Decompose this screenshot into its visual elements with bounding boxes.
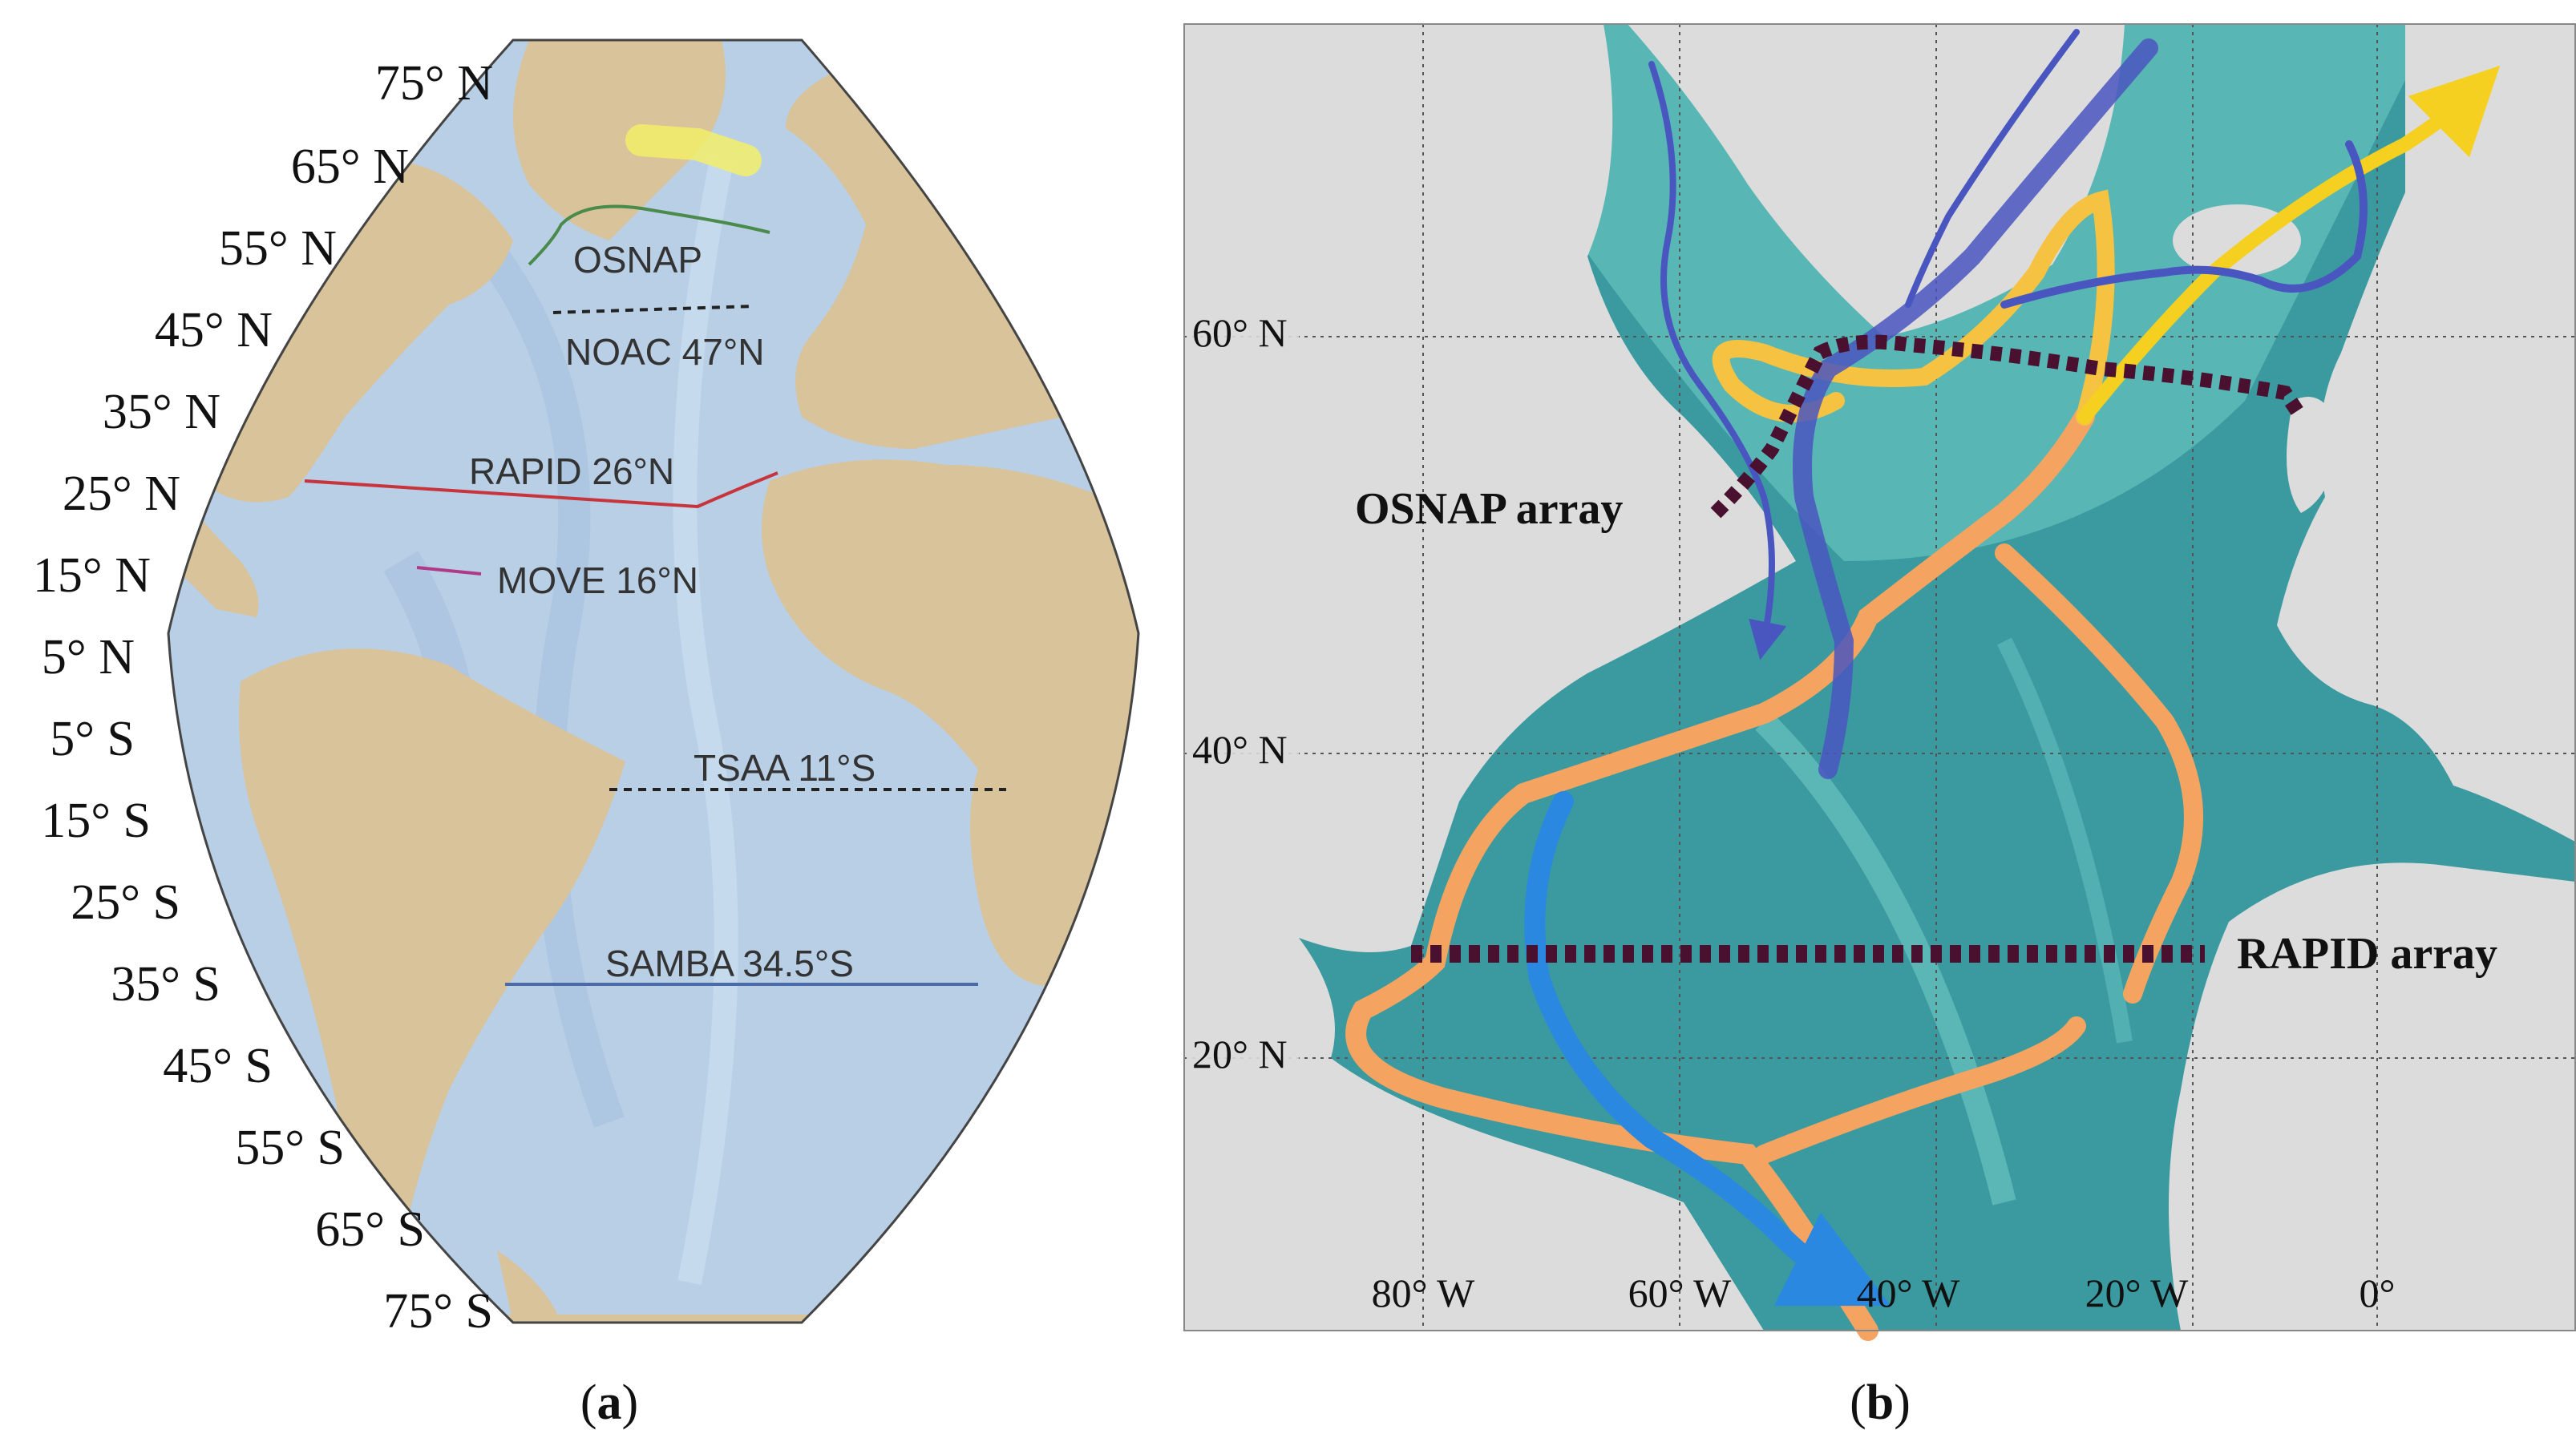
north-america-b [1184, 24, 1796, 952]
greenland-b [1628, 24, 2125, 337]
move-line [416, 566, 482, 576]
lat-label: 5° S [50, 712, 135, 766]
osnap-array-label: OSNAP array [1355, 484, 1623, 534]
samba-label: SAMBA 34.5°S [605, 943, 854, 984]
lon-label-b: 40° W [1857, 1270, 1961, 1315]
lat-label: 45° S [163, 1039, 273, 1093]
lat-label: 65° N [291, 139, 409, 194]
deep-flow-denmark [1905, 29, 2080, 308]
subpolar-flow [1712, 189, 2115, 426]
noac-line [552, 305, 754, 314]
lat-label-b: 60° N [1192, 310, 1288, 355]
lat-label-b: 20° N [1192, 1032, 1288, 1076]
deep-flow-main [1793, 38, 2158, 779]
panel-b-map: 60° N 40° N 20° N 80° W 60° W 40° W 20° … [1183, 23, 2576, 1430]
lon-label-b: 20° W [2085, 1270, 2190, 1315]
lat-label: 25° S [71, 875, 180, 930]
noac-label: NOAC 47°N [565, 331, 764, 373]
western-boundary-flow [1524, 791, 1891, 1307]
africa [762, 459, 1138, 986]
south-america [239, 648, 625, 1282]
norwegian-flow [2077, 65, 2501, 424]
uk-b [2287, 397, 2341, 513]
lat-label: 15° S [41, 794, 151, 848]
deep-flow-labrador [1648, 61, 1787, 660]
rapid-array-label: RAPID array [2237, 929, 2497, 979]
lat-label: 5° N [42, 630, 135, 685]
lat-label: 15° N [33, 548, 151, 603]
panel-b-frame [1183, 23, 2576, 1331]
surface-flow-return [1754, 1016, 2086, 1164]
lon-label-b: 0° [2360, 1270, 2396, 1315]
lat-label: 55° N [219, 221, 337, 276]
panel-b-caption: (b) [1850, 1375, 1911, 1430]
lat-label: 45° N [155, 303, 273, 357]
europe-b [2277, 24, 2575, 842]
greenland [513, 40, 726, 240]
rapid-label-a: RAPID 26°N [469, 450, 674, 492]
tsaa-label: TSAA 11°S [694, 747, 876, 789]
osnap-line [528, 204, 770, 266]
lat-label: 75° S [383, 1284, 493, 1339]
map-frame [167, 38, 1140, 1324]
move-label: MOVE 16°N [497, 559, 698, 601]
deep-flow-nordic [2000, 140, 2368, 309]
panel-a-caption: (a) [580, 1375, 638, 1430]
lat-label: 25° N [63, 467, 180, 521]
africa-b [2169, 862, 2575, 1331]
osnap-label-a: OSNAP [573, 239, 702, 281]
surface-flow-eastern [1995, 543, 2203, 1004]
lon-label-b: 80° W [1372, 1270, 1476, 1315]
lat-label: 35° S [111, 957, 220, 1012]
rapid-line [304, 471, 778, 509]
lat-label: 35° N [103, 385, 220, 439]
lat-label-b: 40° N [1192, 727, 1288, 772]
osnap-array [1710, 334, 2307, 519]
lat-label: 75° N [375, 56, 493, 111]
lon-label-b: 60° W [1628, 1270, 1733, 1315]
osnap-east-highlight [625, 124, 762, 176]
lat-label: 65° S [315, 1202, 425, 1257]
panel-a-map: OSNAP NOAC 47°N RAPID 26°N MOVE 16°N TSA… [33, 38, 1140, 1430]
south-america-b [1184, 938, 1764, 1331]
latitude-labels: 75° N 65° N 55° N 45° N 35° N 25° N 15° … [33, 56, 493, 1339]
lat-label: 55° S [235, 1121, 345, 1175]
